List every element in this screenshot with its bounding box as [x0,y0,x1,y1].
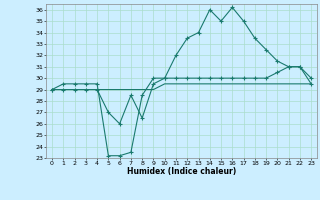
X-axis label: Humidex (Indice chaleur): Humidex (Indice chaleur) [127,167,236,176]
